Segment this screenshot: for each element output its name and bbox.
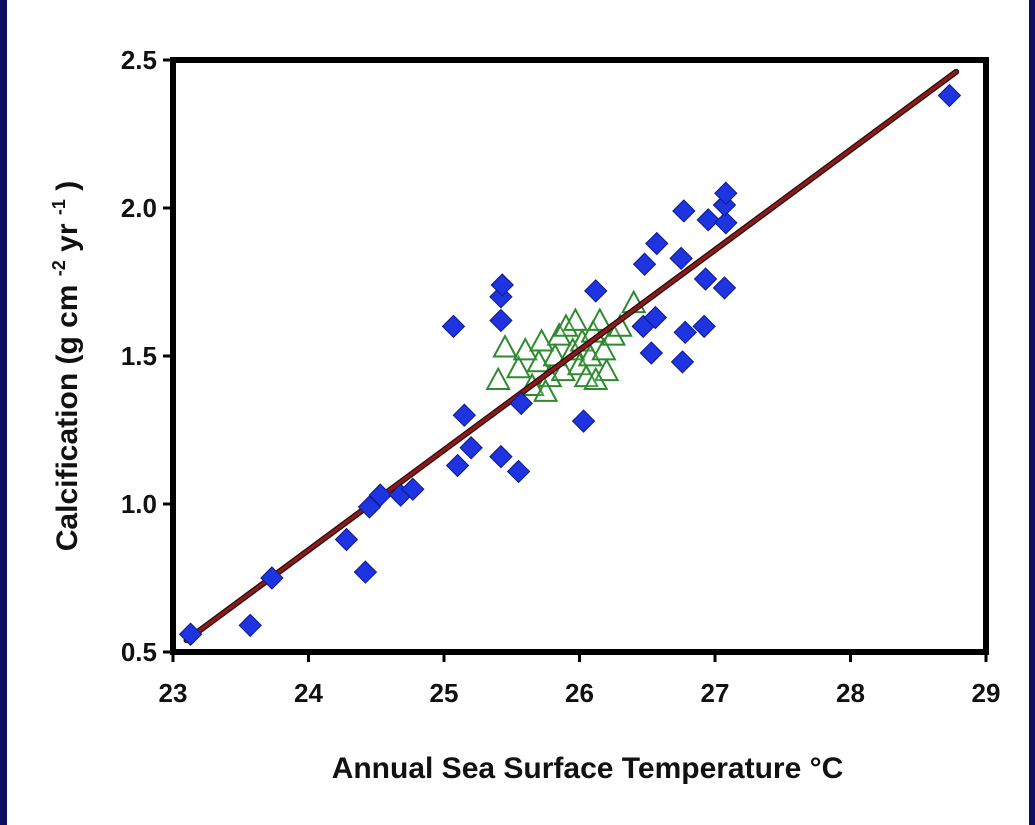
x-tick-label: 23 xyxy=(159,678,188,708)
x-tick-label: 27 xyxy=(701,678,730,708)
y-tick-label: 1.0 xyxy=(121,489,157,519)
y-axis-title-exp1: -2 xyxy=(49,260,69,276)
diamond-point xyxy=(334,527,359,552)
fit-line xyxy=(184,70,958,642)
triangle-point xyxy=(528,328,555,352)
diamond-point xyxy=(643,305,668,330)
triangle-point xyxy=(600,322,627,346)
y-axis-ticks: 0.5 1.0 1.5 2.0 2.5 xyxy=(121,45,173,667)
triangle-point xyxy=(562,307,589,331)
triangle-point xyxy=(587,307,613,331)
x-tick-label: 29 xyxy=(972,678,1001,708)
triangle-point xyxy=(593,357,620,382)
diamond-point xyxy=(368,483,393,507)
diamond-point xyxy=(714,181,738,205)
diamond-point xyxy=(673,320,697,345)
diamond-point xyxy=(260,566,284,590)
y-axis-title-mid: yr xyxy=(51,223,84,252)
diamond-point xyxy=(441,314,466,339)
diamond-point xyxy=(712,276,737,300)
y-axis-title-exp2: -1 xyxy=(49,199,69,215)
x-tick-label: 28 xyxy=(836,678,865,708)
triangle-point xyxy=(583,366,609,391)
triangle-point xyxy=(505,354,532,379)
diamond-point xyxy=(693,267,718,291)
y-tick-label: 2.5 xyxy=(121,45,157,75)
y-axis-title: Calcification (g cm -2 yr -1 ) xyxy=(39,181,84,551)
y-tick-label: 0.5 xyxy=(121,637,157,667)
diamond-point xyxy=(632,252,657,276)
y-axis-title-suffix: ) xyxy=(51,181,84,191)
diamond-point xyxy=(445,453,470,478)
diamond-point xyxy=(714,211,738,235)
triangle-point xyxy=(492,334,518,358)
diamond-point xyxy=(669,246,693,271)
diamond-point xyxy=(645,231,669,256)
diamond-point xyxy=(401,477,425,501)
plot-marks xyxy=(178,68,962,646)
chart-frame: 0.5 1.0 1.5 2.0 2.5 23 24 25 26 27 28 29 Annual Se… xyxy=(7,0,1029,825)
x-axis-ticks: 23 24 25 26 27 28 29 xyxy=(159,652,1001,708)
diamond-point xyxy=(489,308,513,333)
diamond-point xyxy=(509,391,533,416)
triangle-point xyxy=(485,366,511,391)
triangle-point xyxy=(532,378,559,402)
x-axis-title: Annual Sea Surface Temperature °C xyxy=(332,752,844,785)
y-tick-label: 2.0 xyxy=(121,193,157,223)
x-tick-label: 24 xyxy=(294,678,323,708)
diamond-point xyxy=(692,314,716,339)
x-tick-label: 25 xyxy=(430,678,459,708)
diamond-point xyxy=(353,560,378,584)
triangle-point xyxy=(546,322,572,346)
y-tick-label: 1.5 xyxy=(121,341,157,371)
diamond-point xyxy=(639,341,664,365)
diamond-point xyxy=(490,273,514,297)
diamond-point xyxy=(506,459,531,484)
triangle-point xyxy=(591,336,617,361)
diamond-point xyxy=(459,436,483,460)
y-axis-title-prefix: Calcification (g cm xyxy=(51,285,84,552)
diamond-point xyxy=(238,613,262,638)
diamond-point xyxy=(571,409,596,433)
diamond-point xyxy=(584,279,608,303)
diamond-point xyxy=(937,83,962,108)
scatter-chart: 0.5 1.0 1.5 2.0 2.5 23 24 25 26 27 28 29 Annual Se… xyxy=(39,45,1001,785)
diamond-point xyxy=(672,199,696,223)
diamond-point xyxy=(452,403,477,427)
diamond-point xyxy=(489,444,513,469)
diamond-point xyxy=(178,622,203,646)
diamond-point xyxy=(696,208,720,232)
x-tick-label: 26 xyxy=(565,678,594,708)
diamond-point xyxy=(670,350,695,374)
